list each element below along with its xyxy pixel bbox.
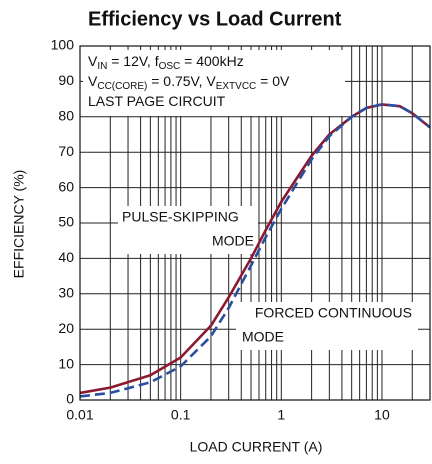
y-tick-label: 70 (58, 143, 74, 159)
y-tick-label: 10 (58, 355, 74, 371)
y-tick-label: 0 (66, 391, 74, 407)
y-tick-label: 40 (58, 249, 74, 265)
x-tick-label: 10 (374, 407, 390, 423)
annotation-part: = 0.75V, V (147, 73, 216, 89)
y-tick-label: 80 (58, 108, 74, 124)
annotation-part: V (88, 73, 98, 89)
y-axis-label: EFFICIENCY (%) (11, 170, 27, 279)
annotation: LAST PAGE CIRCUIT (88, 93, 226, 109)
series-label: MODE (242, 329, 284, 345)
chart-title: Efficiency vs Load Current (88, 8, 342, 30)
y-tick-label: 20 (58, 320, 74, 336)
annotation-subscript: EXTVCC (216, 81, 257, 92)
annotation-subscript: OSC (159, 61, 181, 72)
annotation-subscript: IN (97, 61, 107, 72)
annotation: VCC(CORE) = 0.75V, VEXTVCC = 0V (88, 73, 290, 92)
y-tick-label: 50 (58, 214, 74, 230)
series-label: MODE (212, 233, 254, 249)
y-tick-label: 100 (51, 37, 75, 53)
annotation-part: LAST PAGE CIRCUIT (88, 93, 226, 109)
y-tick-label: 90 (58, 72, 74, 88)
annotation-bg (83, 50, 345, 116)
x-axis-label: LOAD CURRENT (A) (190, 439, 323, 455)
annotation-subscript: CC(CORE) (97, 81, 147, 92)
y-tick-label: 60 (58, 178, 74, 194)
x-tick-label: 0.1 (171, 407, 191, 423)
series-label: PULSE-SKIPPING (122, 209, 239, 225)
annotation-part: V (88, 53, 98, 69)
plot-frame (79, 45, 431, 401)
label-bg (118, 206, 258, 254)
annotation: VIN = 12V, fOSC = 400kHz (88, 53, 244, 72)
annotation-part: = 400kHz (180, 53, 243, 69)
annotation-part: = 12V, f (107, 53, 158, 69)
label-bg (236, 302, 418, 350)
x-tick-label: 1 (277, 407, 285, 423)
y-tick-label: 30 (58, 285, 74, 301)
annotation-part: = 0V (256, 73, 290, 89)
x-tick-label: 0.01 (66, 407, 93, 423)
series-line (79, 103, 431, 398)
series-label: FORCED CONTINUOUS (255, 305, 412, 321)
